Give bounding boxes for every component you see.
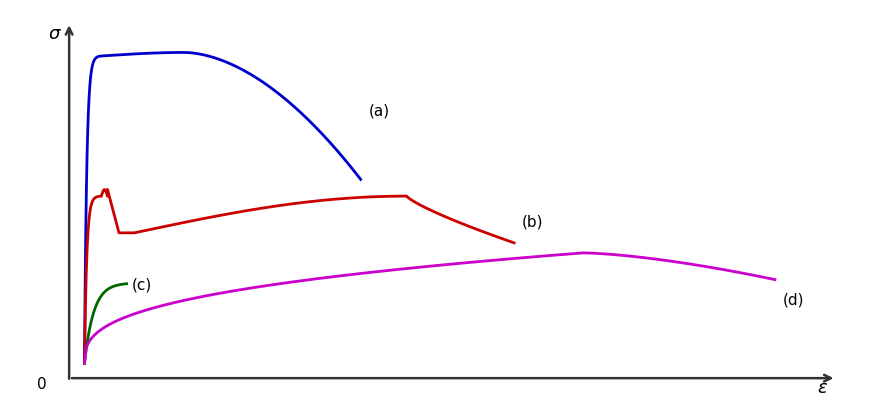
Text: (d): (d)	[781, 293, 803, 308]
Text: (a): (a)	[368, 104, 389, 119]
Text: ε: ε	[816, 379, 826, 397]
Text: (b): (b)	[521, 214, 543, 229]
Text: σ: σ	[48, 25, 60, 43]
Text: (c): (c)	[132, 278, 152, 293]
Text: 0: 0	[38, 377, 47, 392]
